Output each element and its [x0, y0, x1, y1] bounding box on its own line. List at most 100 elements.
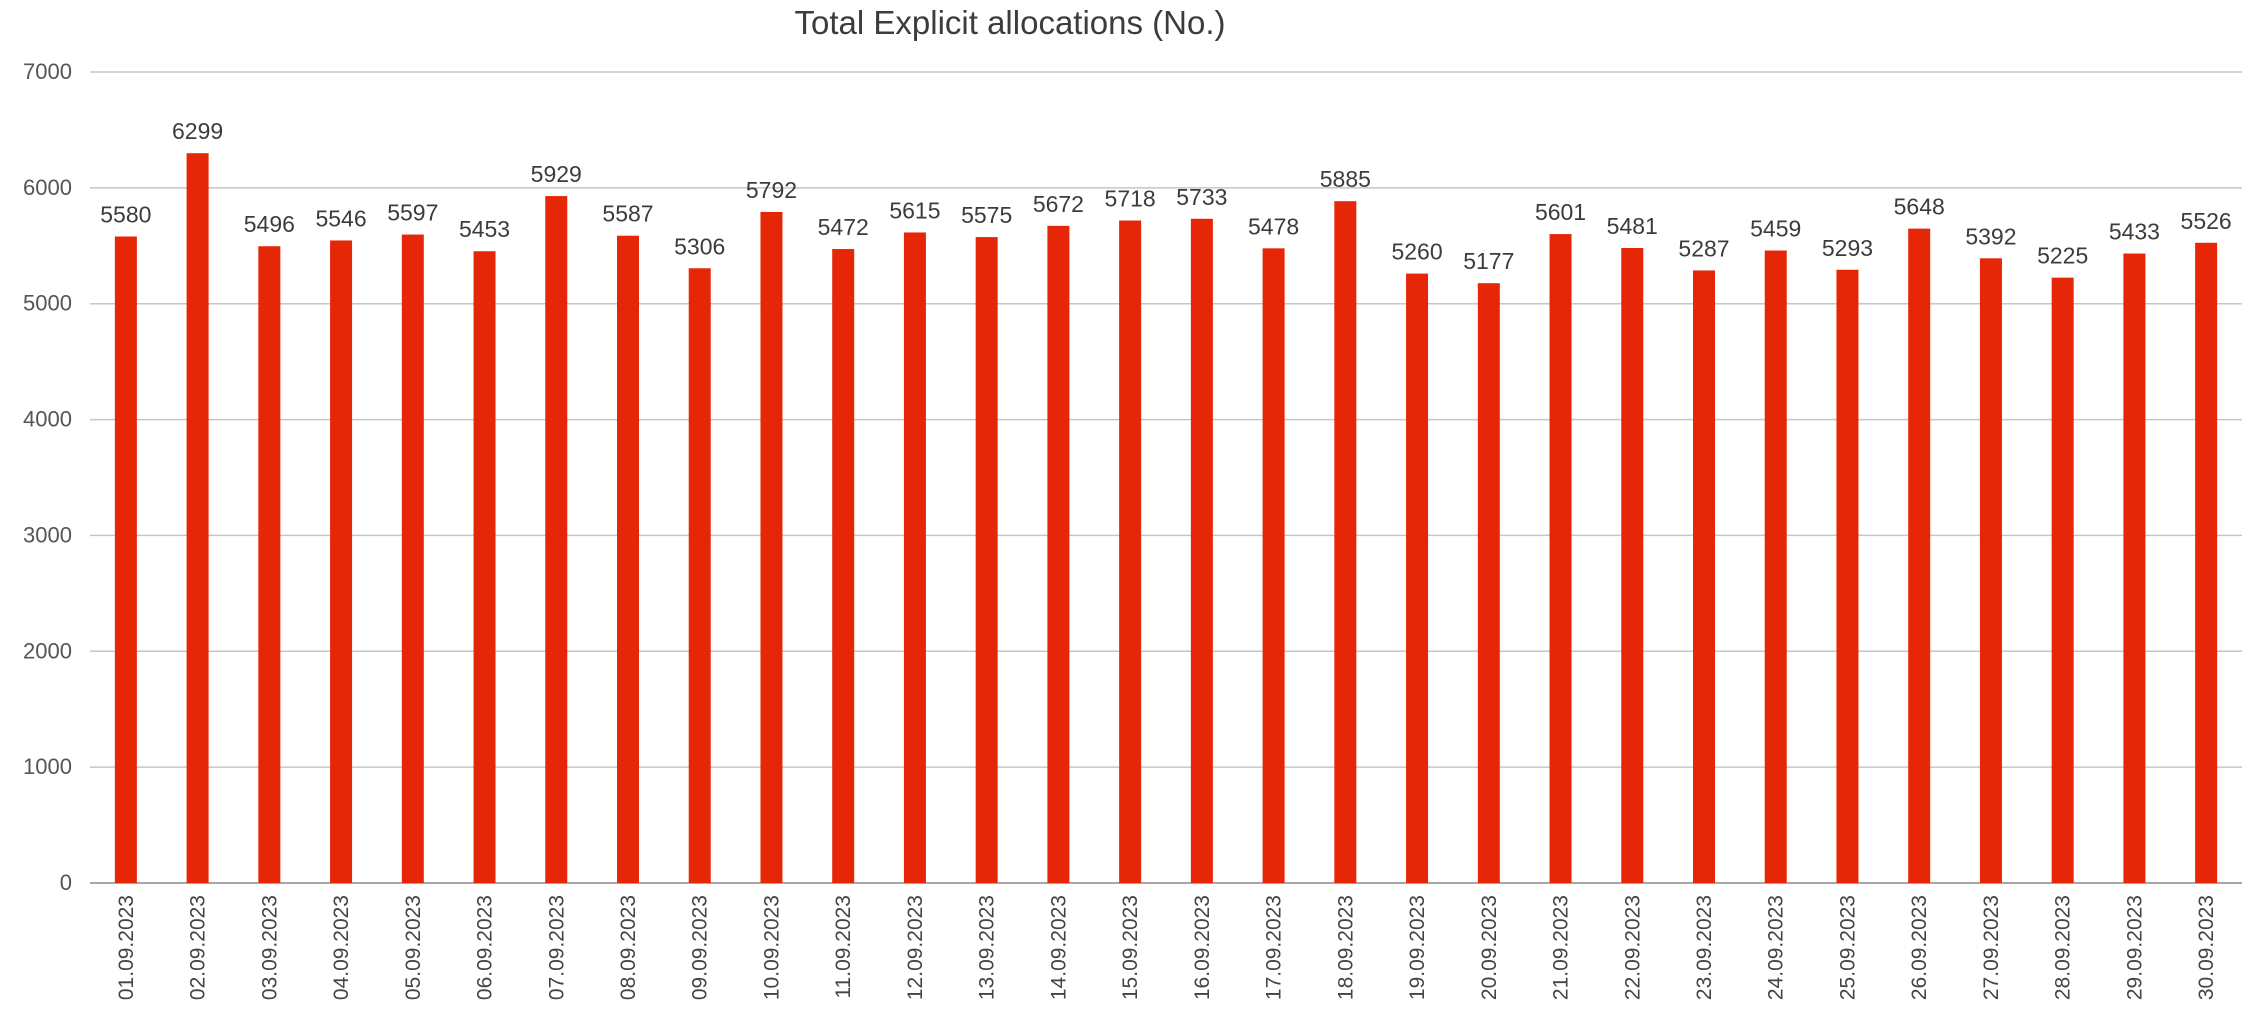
data-label: 5615 [889, 197, 940, 223]
data-label: 6299 [172, 118, 223, 144]
bar [1621, 247, 1644, 883]
bar [903, 232, 926, 883]
y-tick-label: 4000 [23, 407, 72, 432]
data-label: 5792 [746, 177, 797, 203]
x-tick-label: 13.09.2023 [976, 895, 999, 1000]
data-label: 5587 [602, 201, 653, 227]
bar [1549, 234, 1572, 884]
x-tick-label: 24.09.2023 [1765, 895, 1788, 1000]
bar [1119, 220, 1142, 883]
bar [401, 234, 424, 883]
bar [1836, 269, 1859, 883]
bar [473, 251, 496, 883]
x-tick-label: 09.09.2023 [689, 895, 712, 1000]
chart-title: Total Explicit allocations (No.) [794, 4, 1226, 41]
x-tick-label: 30.09.2023 [2195, 895, 2218, 1000]
y-tick-label: 1000 [23, 754, 72, 779]
y-tick-label: 2000 [23, 638, 72, 663]
bar [545, 196, 568, 883]
x-tick-label: 18.09.2023 [1334, 895, 1357, 1000]
x-tick-label: 02.09.2023 [187, 895, 210, 1000]
x-tick-label: 04.09.2023 [330, 895, 353, 1000]
x-tick-label: 06.09.2023 [474, 895, 497, 1000]
x-tick-label: 23.09.2023 [1693, 895, 1716, 1000]
bar [617, 235, 639, 883]
grid-lines [90, 71, 2242, 884]
data-label: 5287 [1678, 235, 1729, 261]
bar [2051, 277, 2074, 883]
x-tick-label: 07.09.2023 [545, 895, 568, 1000]
data-label: 5601 [1535, 199, 1586, 225]
x-tick-label: 01.09.2023 [115, 895, 138, 1000]
bar [1477, 283, 1500, 883]
x-tick-label: 28.09.2023 [2052, 895, 2075, 1000]
x-tick-label: 03.09.2023 [258, 895, 281, 1000]
x-tick-label: 19.09.2023 [1406, 895, 1429, 1000]
x-tick-label: 17.09.2023 [1263, 895, 1286, 1000]
data-label: 5575 [961, 202, 1012, 228]
data-label: 5580 [100, 202, 151, 228]
x-tick-label: 26.09.2023 [1908, 895, 1931, 1000]
data-label: 5481 [1607, 213, 1658, 239]
bar [1262, 248, 1285, 883]
data-label: 5885 [1320, 166, 1371, 192]
x-tick-label: 11.09.2023 [832, 895, 855, 999]
bar [114, 236, 137, 883]
x-tick-label: 16.09.2023 [1191, 895, 1214, 1000]
bar [1979, 258, 2002, 883]
data-label: 5392 [1965, 223, 2016, 249]
bar [186, 153, 209, 884]
data-label: 5648 [1894, 194, 1945, 220]
bar [1908, 228, 1931, 883]
data-label: 5718 [1105, 186, 1156, 212]
bar [1693, 270, 1715, 884]
x-tick-label: 14.09.2023 [1047, 895, 1070, 1000]
bar [1190, 218, 1213, 883]
bar [330, 240, 353, 883]
data-label: 5453 [459, 216, 510, 242]
x-tick-label: 15.09.2023 [1119, 895, 1142, 1000]
x-tick-label: 27.09.2023 [1980, 895, 2003, 1000]
y-axis: 0 1000 2000 3000 4000 5000 6000 7000 [23, 59, 72, 895]
bar [1047, 225, 1070, 884]
data-label: 5225 [2037, 243, 2088, 269]
bar [258, 246, 281, 883]
data-label: 5306 [674, 233, 725, 259]
data-label: 5260 [1391, 239, 1442, 265]
x-tick-label: 12.09.2023 [904, 895, 927, 1000]
bars [114, 153, 2218, 884]
x-tick-label: 29.09.2023 [2123, 895, 2146, 1000]
data-label: 5433 [2109, 219, 2160, 245]
data-label: 5496 [244, 211, 295, 237]
bar [760, 211, 783, 883]
bar [1764, 250, 1787, 883]
data-label: 5478 [1248, 213, 1299, 239]
y-tick-label: 0 [60, 870, 72, 895]
data-label: 5733 [1176, 184, 1227, 210]
bar [688, 268, 711, 884]
x-tick-label: 22.09.2023 [1621, 895, 1644, 1000]
y-tick-label: 7000 [23, 59, 72, 84]
bar [975, 237, 998, 883]
bar [2195, 242, 2218, 883]
data-label: 5459 [1750, 216, 1801, 242]
data-labels: 5580 6299 5496 5546 5597 5453 5929 5587 5306 5792… [100, 118, 2231, 274]
bar [832, 249, 855, 883]
y-tick-label: 6000 [23, 175, 72, 200]
bar [1406, 273, 1429, 883]
data-label: 5672 [1033, 191, 1084, 217]
data-label: 5546 [315, 205, 366, 231]
data-label: 5177 [1463, 248, 1514, 274]
x-axis: 01.09.2023 02.09.2023 03.09.2023 04.09.2023… [115, 895, 2218, 1000]
data-label: 5597 [387, 200, 438, 226]
x-tick-label: 20.09.2023 [1478, 895, 1501, 1000]
y-tick-label: 3000 [23, 522, 72, 547]
y-tick-label: 5000 [23, 291, 72, 316]
x-tick-label: 08.09.2023 [617, 895, 640, 1000]
data-label: 5293 [1822, 235, 1873, 261]
bar [1334, 201, 1357, 883]
x-tick-label: 21.09.2023 [1550, 895, 1573, 1000]
x-tick-label: 05.09.2023 [402, 895, 425, 1000]
data-label: 5929 [531, 161, 582, 187]
